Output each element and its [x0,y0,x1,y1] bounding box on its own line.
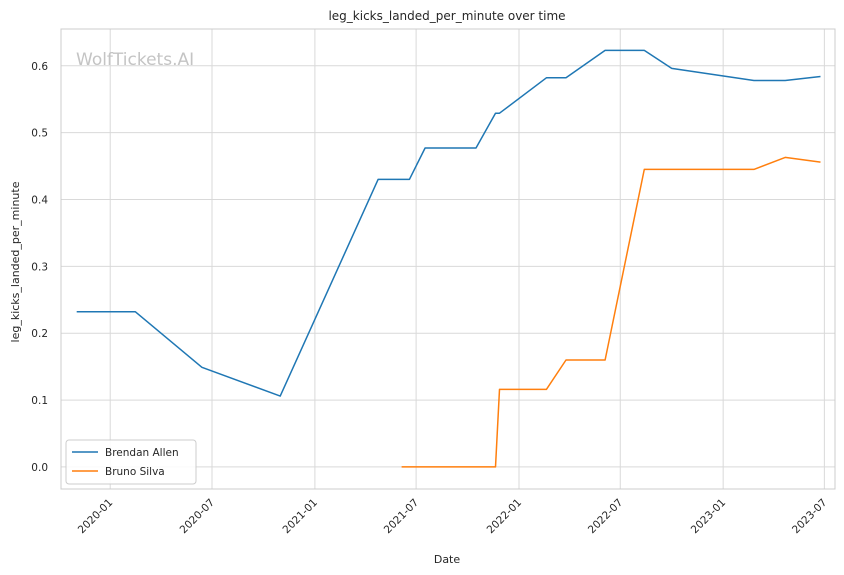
x-axis-label: Date [434,553,461,566]
series-lines [76,49,821,468]
y-tick-label: 0.6 [31,61,48,73]
y-tick-label: 0.0 [31,462,48,474]
legend-label-brendan-allen: Brendan Allen [105,447,179,459]
legend-label-bruno-silva: Bruno Silva [105,466,165,478]
y-tick-label: 0.1 [31,395,48,407]
series-line-bruno-silva [401,156,821,468]
legend-box [65,439,197,485]
chart-title: leg_kicks_landed_per_minute over time [328,9,565,23]
y-tick-label: 0.3 [31,261,48,273]
series-line-brendan-allen [76,49,821,397]
plot-frame [60,28,836,490]
y-axis-label: leg_kicks_landed_per_minute [9,181,22,342]
y-tick-label: 0.4 [31,194,48,206]
legend: Brendan Allen Bruno Silva [65,439,197,485]
watermark-text: WolfTickets.AI [76,50,194,70]
y-tick-label: 0.5 [31,128,48,140]
y-tick-label: 0.2 [31,328,48,340]
